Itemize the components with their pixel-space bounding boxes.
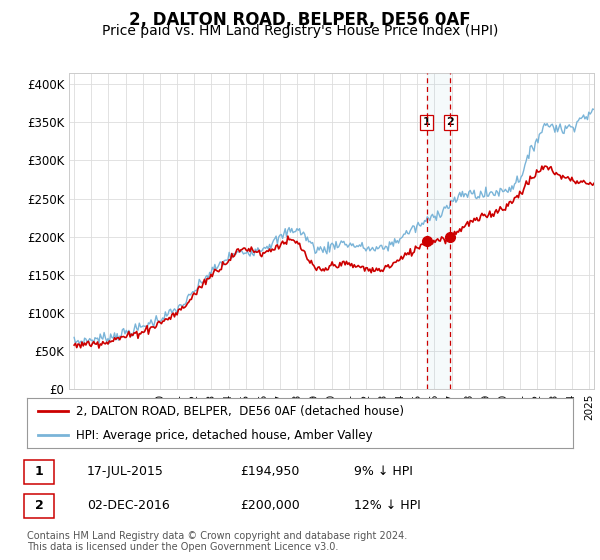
Text: 12% ↓ HPI: 12% ↓ HPI — [354, 499, 421, 512]
Text: 1: 1 — [35, 465, 43, 478]
Text: 2, DALTON ROAD, BELPER, DE56 0AF: 2, DALTON ROAD, BELPER, DE56 0AF — [129, 11, 471, 29]
Text: 17-JUL-2015: 17-JUL-2015 — [87, 465, 164, 478]
Text: 1: 1 — [422, 118, 430, 127]
Bar — [427, 73, 450, 389]
Text: £200,000: £200,000 — [240, 499, 300, 512]
Text: 2: 2 — [446, 118, 454, 127]
Text: 2, DALTON ROAD, BELPER,  DE56 0AF (detached house): 2, DALTON ROAD, BELPER, DE56 0AF (detach… — [76, 405, 404, 418]
Text: Contains HM Land Registry data © Crown copyright and database right 2024.
This d: Contains HM Land Registry data © Crown c… — [27, 531, 407, 553]
Text: HPI: Average price, detached house, Amber Valley: HPI: Average price, detached house, Ambe… — [76, 429, 373, 442]
Text: 9% ↓ HPI: 9% ↓ HPI — [354, 465, 413, 478]
Text: Price paid vs. HM Land Registry's House Price Index (HPI): Price paid vs. HM Land Registry's House … — [102, 24, 498, 38]
Text: 02-DEC-2016: 02-DEC-2016 — [87, 499, 170, 512]
Text: £194,950: £194,950 — [240, 465, 299, 478]
Text: 2: 2 — [35, 499, 43, 512]
